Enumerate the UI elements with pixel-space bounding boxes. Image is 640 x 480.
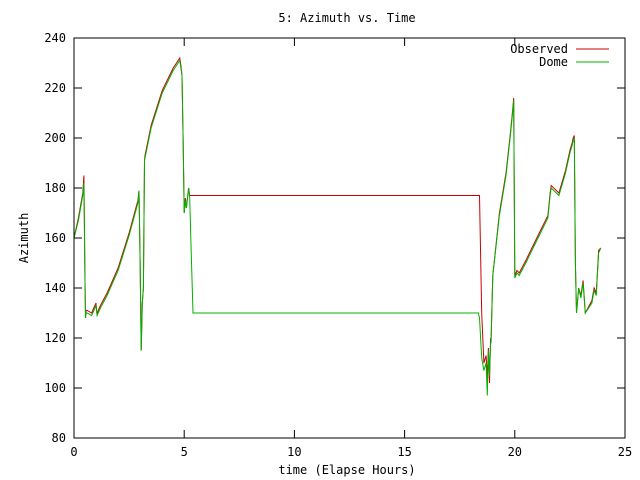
series-line-dome [73, 59, 602, 396]
x-tick-label: 10 [287, 445, 301, 459]
y-tick-label: 120 [44, 331, 66, 345]
y-tick-label: 240 [44, 31, 66, 45]
x-axis-label: time (Elapse Hours) [278, 463, 415, 477]
y-tick-label: 200 [44, 131, 66, 145]
legend-label-observed: Observed [510, 42, 568, 56]
y-tick-label: 80 [52, 431, 66, 445]
y-tick-label: 180 [44, 181, 66, 195]
plot-lines [73, 56, 602, 396]
axis-ticks: 0 5 10 15 20 25 80 100 120 140 160 180 200 220 240 [44, 31, 632, 459]
x-tick-label: 20 [508, 445, 522, 459]
plot-frame [73, 37, 626, 439]
y-tick-label: 140 [44, 281, 66, 295]
series-line-observed [73, 56, 602, 384]
x-tick-label: 0 [70, 445, 77, 459]
x-tick-label: 25 [618, 445, 632, 459]
y-tick-label: 100 [44, 381, 66, 395]
y-axis-label: Azimuth [17, 213, 31, 264]
legend-label-dome: Dome [539, 55, 568, 69]
y-tick-label: 220 [44, 81, 66, 95]
x-tick-label: 5 [181, 445, 188, 459]
x-tick-label: 15 [397, 445, 411, 459]
chart-title: 5: Azimuth vs. Time [278, 11, 415, 25]
y-tick-label: 160 [44, 231, 66, 245]
